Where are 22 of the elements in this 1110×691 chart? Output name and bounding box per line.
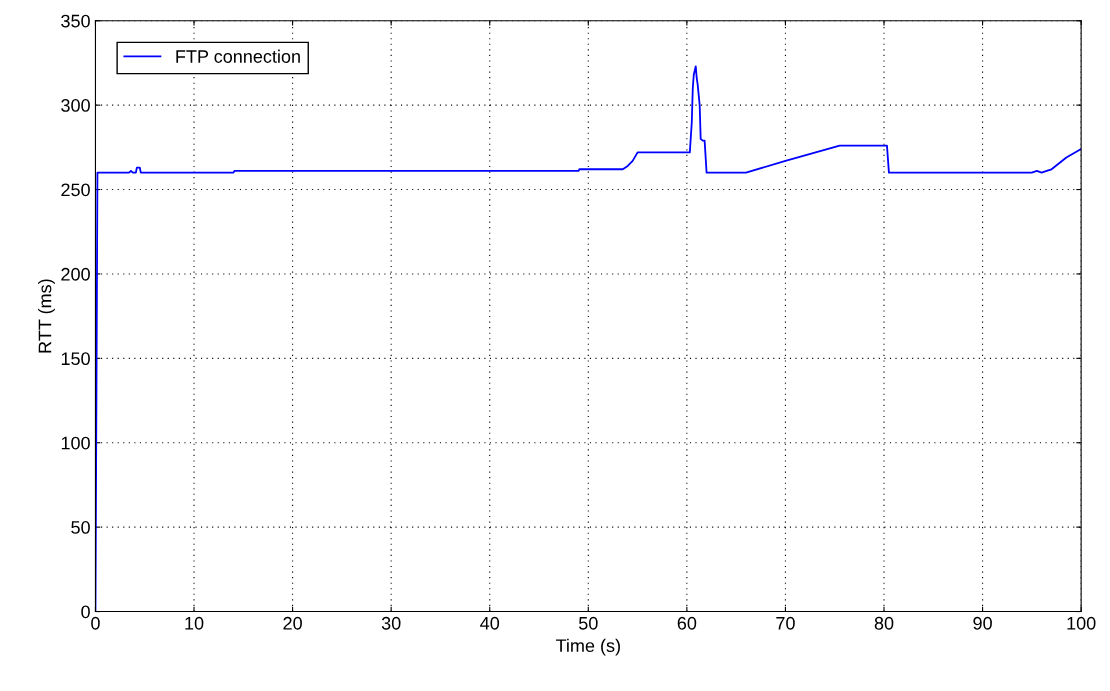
y-tick-label: 50 [71,521,90,534]
legend-label: FTP connection [176,49,300,63]
y-tick-label: 250 [61,183,90,197]
x-tick-label: 90 [973,616,992,630]
y-axis-title: RTT (ms) [38,279,55,353]
x-tick-label: 40 [480,616,500,630]
x-tick-label: 20 [283,616,302,630]
y-tick-label: 150 [61,352,90,366]
x-tick-label: 50 [578,616,598,630]
y-tick-label: 200 [61,267,90,281]
x-tick-label: 70 [776,616,795,630]
y-tick-label: 0 [81,605,90,619]
x-tick-label: 80 [874,616,894,630]
y-tick-label: 100 [61,436,90,450]
x-axis-title: Time (s) [555,638,620,656]
x-tick-label: 60 [677,616,697,630]
y-tick-label: 300 [61,99,90,112]
x-tick-label: 100 [1067,616,1096,630]
x-tick-label: 0 [91,616,100,630]
y-tick-label: 350 [61,14,90,28]
x-tick-label: 30 [381,616,401,630]
x-tick-label: 10 [185,616,204,630]
